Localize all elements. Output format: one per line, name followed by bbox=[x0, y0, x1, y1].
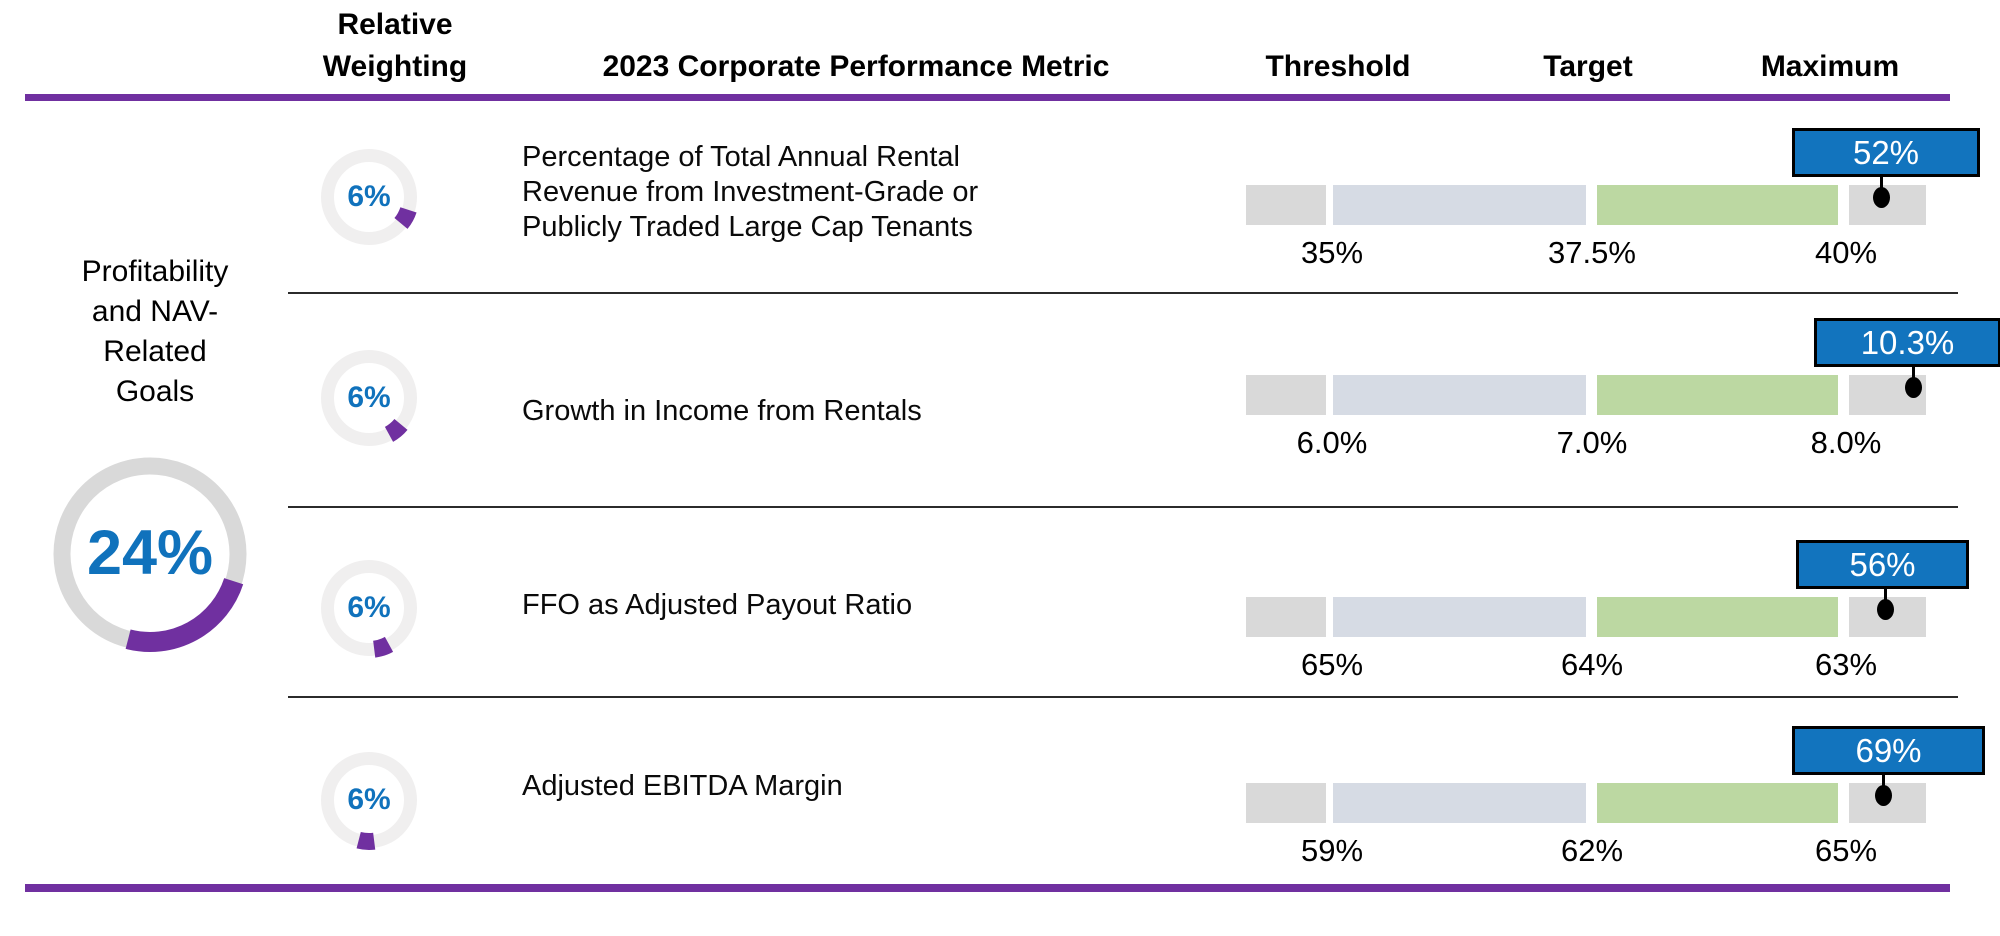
result-callout: 69% bbox=[1792, 726, 1985, 775]
threshold-tick-label: 65% bbox=[1300, 647, 1364, 682]
donut-ring bbox=[321, 560, 417, 656]
row-weight-value: 6% bbox=[347, 381, 391, 414]
below-threshold-segment bbox=[1246, 597, 1326, 637]
maximum-tick-label: 40% bbox=[1814, 235, 1878, 270]
column-header-metric: 2023 Corporate Performance Metric bbox=[602, 50, 1110, 83]
scale-bar: 65% 64% 63% bbox=[1246, 589, 1926, 682]
row-separator bbox=[288, 506, 1958, 508]
donut-ring bbox=[321, 350, 417, 446]
column-header-target: Target bbox=[1543, 50, 1633, 83]
target-to-maximum-segment bbox=[1597, 597, 1838, 637]
donut-arc-segment bbox=[384, 418, 408, 442]
target-tick-label: 7.0% bbox=[1556, 425, 1628, 460]
row-weight-donut-chart bbox=[321, 752, 417, 850]
maximum-tick-label: 8.0% bbox=[1810, 425, 1882, 460]
maximum-tick-label: 65% bbox=[1814, 833, 1878, 868]
threshold-tick-label: 6.0% bbox=[1296, 425, 1368, 460]
scale-bar: 35% 37.5% 40% bbox=[1246, 177, 1926, 270]
marker-dot bbox=[1874, 785, 1892, 806]
result-callout: 56% bbox=[1796, 540, 1969, 589]
row-weight-donut-chart bbox=[321, 560, 417, 658]
threshold-to-target-segment bbox=[1333, 783, 1586, 823]
metric-name: Growth in Income from Rentals bbox=[522, 395, 922, 427]
target-tick-label: 37.5% bbox=[1548, 235, 1636, 270]
header-divider-rule bbox=[25, 94, 1950, 101]
threshold-tick-label: 59% bbox=[1300, 833, 1364, 868]
below-threshold-segment bbox=[1246, 375, 1326, 415]
row-weight-donut-chart bbox=[321, 350, 417, 446]
target-tick-label: 62% bbox=[1560, 833, 1624, 868]
scale-bar: 6.0% 7.0% 8.0% bbox=[1246, 367, 1926, 460]
threshold-tick-label: 35% bbox=[1300, 235, 1364, 270]
column-header-threshold: Threshold bbox=[1265, 50, 1411, 83]
donut-arc-segment bbox=[356, 831, 376, 850]
metric-name: Adjusted EBITDA Margin bbox=[522, 770, 843, 802]
target-to-maximum-segment bbox=[1597, 375, 1838, 415]
group-weight-value: 24% bbox=[86, 518, 214, 588]
group-weight-donut-chart bbox=[53, 457, 247, 652]
donut-arc-segment bbox=[372, 636, 394, 658]
result-callout: 52% bbox=[1792, 128, 1980, 177]
below-threshold-segment bbox=[1246, 783, 1326, 823]
below-threshold-segment bbox=[1246, 185, 1326, 225]
marker-dot bbox=[1877, 599, 1895, 620]
row-weight-value: 6% bbox=[347, 180, 391, 213]
marker-dot bbox=[1873, 187, 1891, 208]
goal-group-label: Profitability and NAV- Related Goals bbox=[81, 255, 229, 408]
donut-arc-segment bbox=[394, 206, 417, 229]
threshold-to-target-segment bbox=[1333, 597, 1586, 637]
scale-bar: 59% 62% 65% bbox=[1246, 775, 1926, 868]
result-callout: 10.3% bbox=[1814, 318, 2000, 367]
row-separator bbox=[288, 696, 1958, 698]
threshold-to-target-segment bbox=[1333, 185, 1586, 225]
row-weight-value: 6% bbox=[347, 783, 391, 816]
donut-ring bbox=[321, 149, 417, 245]
maximum-tick-label: 63% bbox=[1814, 647, 1878, 682]
metric-name: FFO as Adjusted Payout Ratio bbox=[522, 589, 913, 621]
footer-divider-rule bbox=[25, 884, 1950, 892]
row-separator bbox=[288, 292, 1958, 294]
target-to-maximum-segment bbox=[1597, 783, 1838, 823]
column-header-maximum: Maximum bbox=[1760, 50, 1900, 83]
row-weight-value: 6% bbox=[347, 591, 391, 624]
marker-dot bbox=[1904, 377, 1922, 398]
metric-name: Percentage of Total Annual Rental Revenu… bbox=[522, 141, 979, 243]
row-weight-donut-chart bbox=[321, 149, 417, 245]
target-tick-label: 64% bbox=[1560, 647, 1624, 682]
threshold-to-target-segment bbox=[1333, 375, 1586, 415]
donut-arc-segment bbox=[125, 577, 244, 652]
target-to-maximum-segment bbox=[1597, 185, 1838, 225]
column-header-relative-weighting: Relative Weighting bbox=[322, 8, 468, 83]
